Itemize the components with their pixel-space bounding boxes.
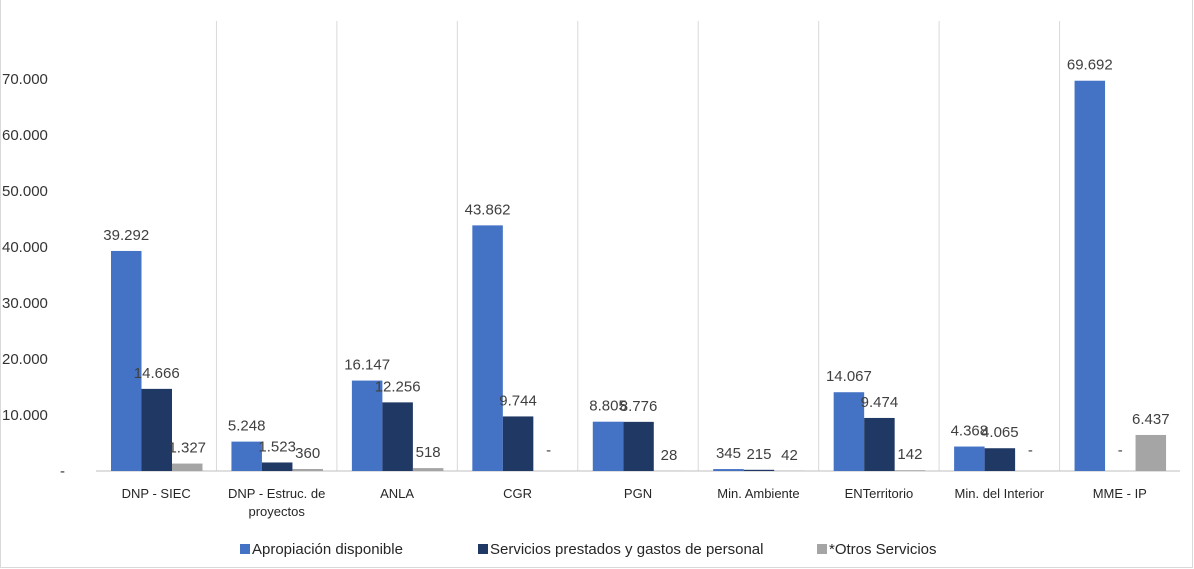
data-label: 215 — [746, 446, 771, 463]
data-label: 360 — [295, 445, 320, 462]
data-label: 6.437 — [1132, 411, 1170, 428]
data-label: 5.248 — [228, 418, 266, 435]
bar — [412, 468, 444, 471]
legend-label: *Otros Servicios — [829, 541, 937, 558]
data-label: - — [546, 442, 551, 459]
data-label: 69.692 — [1067, 57, 1113, 74]
bar — [833, 392, 865, 471]
legend-swatch — [817, 544, 827, 554]
y-tick-label: 30.000 — [2, 295, 48, 312]
y-tick-label: 70.000 — [2, 71, 48, 88]
data-label: 9.744 — [499, 392, 537, 409]
bar — [292, 468, 323, 471]
x-tick-label: CGR — [503, 486, 532, 501]
bar — [592, 421, 624, 471]
data-label: 4.065 — [981, 424, 1019, 441]
data-label: 39.292 — [103, 227, 149, 244]
bar — [984, 448, 1016, 471]
data-label: 12.256 — [375, 378, 421, 395]
bar — [743, 469, 775, 471]
y-tick-label: 60.000 — [2, 127, 48, 144]
data-label: 518 — [416, 444, 441, 461]
bar — [351, 380, 383, 471]
y-tick-label: 50.000 — [2, 183, 48, 200]
data-label: 8.805 — [589, 398, 627, 415]
data-labels: 39.292 5.248 16.147 43.862 8.805 345 14.067 4.3… — [103, 57, 1169, 464]
bar — [472, 225, 503, 471]
x-tick-label: PGN — [624, 486, 652, 501]
bar — [382, 402, 413, 471]
y-axis: - 10.000 20.000 30.000 40.000 50.000 60.000 70.… — [2, 71, 65, 480]
data-label: 28 — [661, 447, 678, 464]
bar — [261, 462, 293, 471]
bar — [231, 441, 262, 471]
bar — [894, 470, 926, 471]
x-axis: DNP - SIEC DNP - Estruc. de proyectos ANLA C… — [122, 486, 1147, 519]
legend-label: Servicios prestados y gastos de personal — [490, 541, 763, 558]
data-label: 1.523 — [258, 438, 296, 455]
data-label: 16.147 — [344, 357, 390, 374]
bar — [623, 421, 654, 471]
bar — [1135, 434, 1167, 471]
y-tick-label: 20.000 — [2, 351, 48, 368]
x-tick-label: DNP - Estruc. de proyectos — [228, 486, 325, 519]
y-tick-label: 10.000 — [2, 407, 48, 424]
bar — [713, 469, 744, 471]
x-tick-label: Min. del Interior — [955, 486, 1045, 501]
x-tick-label: Min. Ambiente — [717, 486, 799, 501]
x-tick-label: ANLA — [380, 486, 414, 501]
legend: Apropiación disponible Servicios prestado… — [240, 541, 937, 558]
data-label: 142 — [897, 446, 922, 463]
bar — [864, 417, 895, 471]
x-tick-label: MME - IP — [1093, 486, 1147, 501]
y-tick-label: - — [60, 463, 65, 480]
x-tick-label: DNP - SIEC — [122, 486, 191, 501]
bar — [502, 416, 534, 471]
data-label: 9.474 — [861, 394, 899, 411]
legend-swatch — [240, 544, 250, 554]
data-label: 1.327 — [168, 440, 206, 457]
data-label: 42 — [781, 447, 798, 464]
legend-label: Apropiación disponible — [252, 541, 403, 558]
data-label: - — [1118, 442, 1123, 459]
bar — [172, 463, 203, 471]
data-label: 14.666 — [134, 365, 180, 382]
data-label: 43.862 — [465, 201, 511, 218]
bar — [1074, 80, 1106, 472]
bar — [111, 250, 142, 471]
x-tick-label: ENTerritorio — [845, 486, 914, 501]
data-label: 4.368 — [951, 423, 989, 440]
y-tick-label: 40.000 — [2, 239, 48, 256]
data-label: 345 — [716, 445, 741, 462]
bars — [111, 80, 1167, 472]
data-label: 8.776 — [620, 398, 658, 415]
data-label: - — [1028, 442, 1033, 459]
data-label: 14.067 — [826, 368, 872, 385]
legend-swatch — [478, 544, 488, 554]
bar — [141, 388, 172, 471]
bar — [954, 446, 985, 471]
